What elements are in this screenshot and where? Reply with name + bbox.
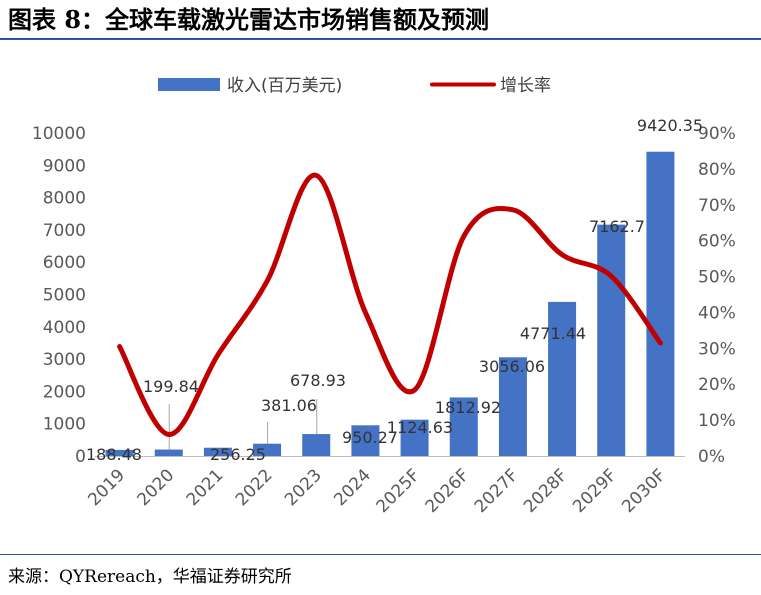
bar — [400, 419, 429, 456]
bar — [302, 434, 331, 456]
y-left-tick-label: 9000 — [43, 156, 86, 176]
y-left-tick-label: 5000 — [43, 286, 86, 306]
y-right-tick-label: 80% — [698, 160, 736, 180]
bar — [203, 447, 232, 456]
bar — [154, 449, 183, 456]
bar-data-label: 188.48 — [86, 445, 142, 464]
y-left-tick-label: 6000 — [43, 253, 86, 273]
combo-chart: 收入(百万美元) 增长率 0 1000 2000 3000 4000 5000 6000 7000… — [32, 76, 736, 517]
x-tick-label: 2029F — [569, 465, 621, 517]
y-right-tick-label: 90% — [698, 124, 736, 144]
growth-rate-line — [117, 172, 663, 437]
bar — [597, 224, 626, 456]
y-right-tick-label: 0% — [698, 447, 725, 467]
bar — [449, 397, 478, 456]
bar-data-label: 3056.06 — [479, 357, 545, 376]
x-tick-label: 2020 — [134, 465, 179, 510]
bar-data-label: 4771.44 — [520, 324, 586, 343]
bar-data-label: 256.25 — [210, 445, 266, 464]
x-tick-label: 2019 — [84, 465, 129, 510]
bar-data-label: 678.93 — [290, 371, 346, 390]
y-left-tick-label: 0 — [75, 447, 86, 467]
legend-swatch-revenue — [158, 78, 220, 91]
x-tick-label: 2026F — [422, 465, 474, 517]
title-divider — [0, 38, 761, 40]
y-left-tick-label: 1000 — [43, 415, 86, 435]
bar-data-label: 9420.35 — [637, 116, 703, 135]
legend-label-revenue: 收入(百万美元) — [227, 76, 342, 96]
bar-data-label: 1124.63 — [387, 418, 453, 437]
bar-data-label: 1812.92 — [435, 398, 501, 417]
bar-data-label: 381.06 — [261, 396, 317, 415]
x-tick-label: 2021 — [183, 465, 228, 510]
x-tick-label: 2022 — [232, 465, 277, 510]
x-tick-label: 2030F — [618, 465, 670, 517]
y-right-tick-label: 40% — [698, 303, 736, 323]
bar — [105, 449, 134, 456]
y-left-tick-label: 2000 — [43, 382, 86, 402]
source-note: 来源：QYRereach，华福证券研究所 — [8, 567, 292, 587]
x-tick-label: 2025F — [372, 465, 424, 517]
y-right-tick-label: 30% — [698, 339, 736, 359]
y-left-tick-label: 3000 — [43, 350, 86, 370]
y-left-tick-label: 7000 — [43, 221, 86, 241]
x-tick-label: 2023 — [281, 465, 326, 510]
y-left-tick-label: 10000 — [32, 124, 86, 144]
x-tick-label: 2024 — [330, 465, 375, 510]
bar-data-label: 199.84 — [143, 377, 199, 396]
x-tick-label: 2028F — [520, 465, 572, 517]
y-right-tick-label: 70% — [698, 196, 736, 216]
bar-data-label: 950.27 — [342, 428, 398, 447]
chart-title: 图表 8：全球车载激光雷达市场销售额及预测 — [8, 5, 490, 34]
y-left-tick-label: 8000 — [43, 189, 86, 209]
y-left-tick-label: 4000 — [43, 318, 86, 338]
bar-data-label: 7162.7 — [589, 217, 645, 236]
bar — [498, 357, 527, 456]
legend-label-growth: 增长率 — [500, 76, 551, 96]
y-right-tick-label: 60% — [698, 232, 736, 252]
bar — [548, 301, 577, 456]
footer-divider — [0, 554, 761, 555]
y-right-tick-label: 20% — [698, 375, 736, 395]
x-tick-label: 2027F — [471, 465, 523, 517]
y-right-tick-label: 10% — [698, 411, 736, 431]
bar — [351, 425, 380, 456]
y-right-tick-label: 50% — [698, 268, 736, 288]
bar — [253, 443, 282, 456]
bar — [646, 151, 675, 456]
